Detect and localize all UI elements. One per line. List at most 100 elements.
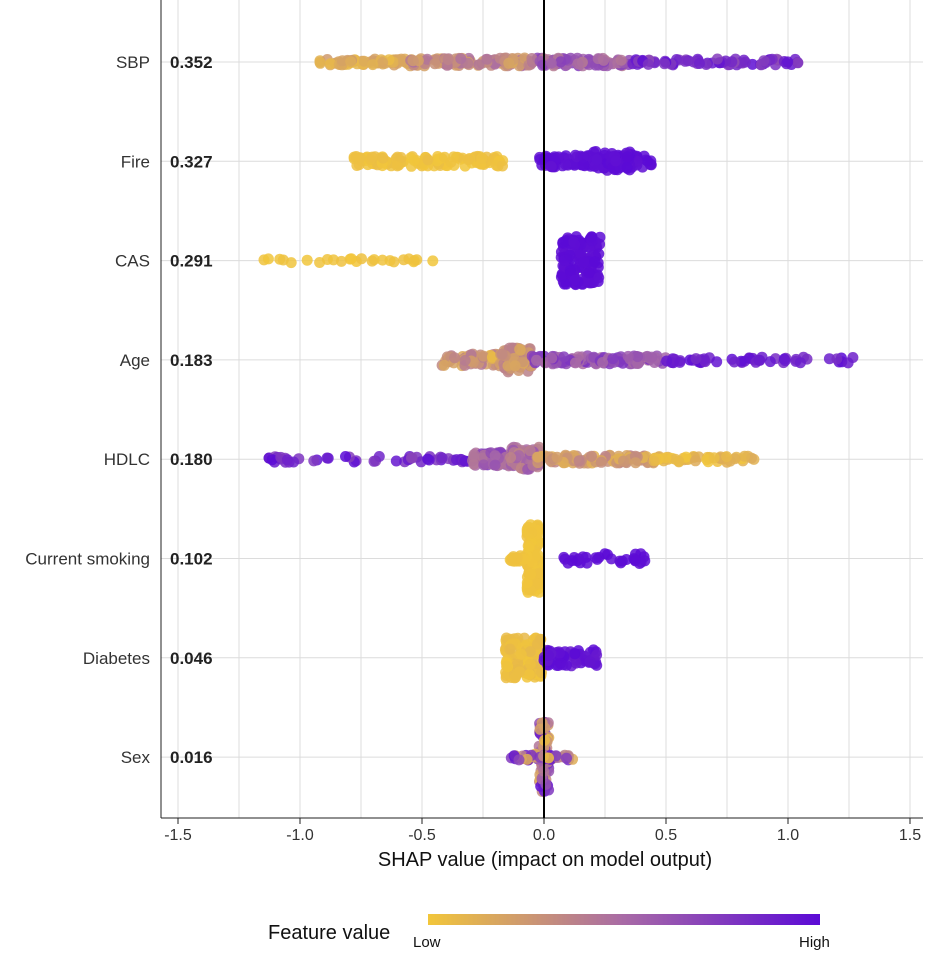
shap-point-hdlc	[739, 450, 751, 462]
shap-point-age	[622, 350, 634, 362]
shap-point-sex	[534, 723, 546, 735]
shap-point-age	[728, 356, 740, 368]
shap-point-diabetes	[542, 650, 554, 661]
shap-point-hdlc	[489, 450, 501, 462]
shap-point-age	[674, 356, 686, 368]
shap-point-cas	[398, 254, 410, 266]
shap-point-cas	[356, 253, 367, 265]
shap-point-fire	[569, 159, 581, 171]
shap-point-fire	[592, 162, 604, 174]
shap-point-hdlc	[573, 455, 585, 467]
shap-point-sex	[513, 754, 525, 766]
legend-low-label: Low	[413, 934, 441, 951]
shap-point-cas	[560, 235, 572, 247]
shap-point-sbp	[545, 57, 557, 69]
shap-point-hdlc	[340, 451, 351, 462]
shap-point-cas	[366, 255, 378, 267]
shap-point-cas	[555, 271, 567, 283]
feature-label: Sex	[121, 748, 151, 767]
shap-point-fire	[408, 155, 420, 166]
shap-point-current-smoking	[533, 567, 545, 579]
shap-point-hdlc	[266, 454, 278, 466]
shap-point-fire	[377, 152, 389, 164]
importance-value: 0.046	[170, 649, 213, 668]
shap-point-diabetes	[591, 649, 603, 661]
shap-point-diabetes	[523, 668, 535, 680]
shap-point-fire	[591, 154, 603, 165]
shap-point-sbp	[598, 54, 610, 66]
shap-point-current-smoking	[525, 519, 537, 531]
shap-point-sbp	[473, 59, 485, 71]
shap-point-hdlc	[673, 455, 685, 467]
legend-title: Feature value	[268, 922, 390, 944]
shap-point-age	[607, 353, 619, 365]
feature-label: Diabetes	[83, 649, 150, 668]
shap-point-age	[531, 354, 542, 366]
shap-point-age	[831, 353, 843, 365]
shap-point-fire	[422, 154, 434, 166]
shap-point-age	[764, 356, 776, 368]
shap-point-hdlc	[648, 455, 660, 467]
shap-point-fire	[391, 160, 403, 172]
feature-label: Current smoking	[25, 550, 150, 569]
shap-point-current-smoking	[615, 557, 627, 569]
shap-point-age	[779, 355, 791, 367]
shap-point-sbp	[481, 53, 493, 65]
shap-point-cas	[586, 235, 598, 246]
shap-point-age	[438, 359, 450, 371]
shap-point-cas	[344, 253, 356, 265]
x-axis-title: SHAP value (impact on model output)	[378, 849, 712, 871]
shap-point-age	[711, 356, 723, 368]
feature-label: SBP	[116, 53, 150, 72]
shap-point-diabetes	[515, 648, 527, 660]
shap-point-hdlc	[532, 451, 544, 463]
shap-point-age	[661, 355, 673, 367]
importance-value: 0.183	[170, 351, 213, 370]
shap-point-age	[514, 343, 526, 355]
shap-point-cas	[335, 255, 347, 267]
shap-point-diabetes	[524, 646, 536, 658]
shap-point-hdlc	[660, 452, 672, 464]
shap-point-current-smoking	[525, 568, 537, 580]
shap-point-hdlc	[618, 455, 629, 467]
shap-point-cas	[277, 254, 289, 266]
shap-point-hdlc	[586, 450, 597, 462]
shap-point-hdlc	[630, 457, 642, 469]
shap-point-diabetes	[554, 647, 565, 659]
shap-point-diabetes	[560, 659, 572, 671]
shap-point-age	[459, 354, 471, 366]
shap-point-hdlc	[489, 459, 501, 471]
shap-point-cas	[583, 267, 595, 279]
shap-point-fire	[476, 152, 488, 164]
importance-value: 0.327	[170, 152, 213, 171]
feature-label: Age	[120, 351, 150, 370]
shap-point-current-smoking	[523, 540, 535, 552]
shap-point-sbp	[377, 57, 389, 68]
shap-point-cas	[384, 255, 396, 267]
shap-point-fire	[560, 159, 572, 171]
shap-point-current-smoking	[505, 555, 517, 567]
shap-point-fire	[497, 160, 508, 172]
shap-point-fire	[395, 152, 407, 163]
legend-high-label: High	[799, 934, 830, 951]
shap-point-age	[842, 357, 854, 369]
shap-point-current-smoking	[533, 578, 545, 590]
shap-point-age	[558, 351, 570, 363]
shap-point-sbp	[358, 55, 370, 67]
shap-point-current-smoking	[639, 555, 651, 567]
shap-point-diabetes	[525, 658, 536, 670]
shap-point-age	[546, 352, 558, 364]
shap-point-sbp	[442, 54, 454, 65]
shap-point-current-smoking	[559, 553, 571, 565]
points-layer	[258, 52, 859, 797]
shap-point-hdlc	[478, 459, 490, 471]
shap-point-cas	[575, 247, 586, 259]
x-tick-label: -1.5	[164, 827, 192, 844]
shap-point-fire	[622, 151, 634, 163]
shap-point-cas	[569, 239, 581, 250]
shap-point-fire	[577, 151, 589, 163]
shap-point-hdlc	[729, 453, 741, 465]
shap-point-sbp	[455, 53, 467, 65]
x-tick-label: 0.5	[655, 827, 677, 844]
shap-point-fire	[590, 146, 602, 157]
